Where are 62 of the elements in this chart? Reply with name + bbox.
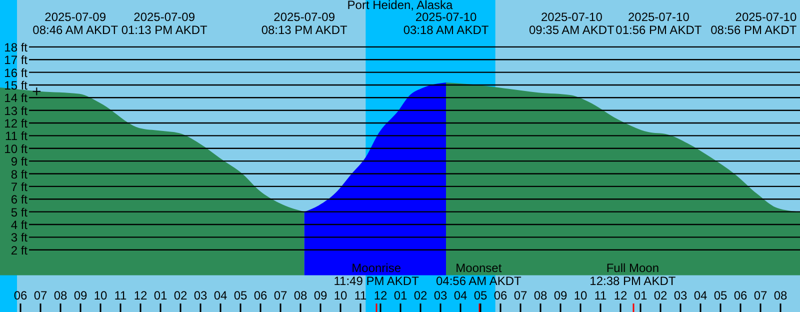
y-tick-label: 9 ft [10,154,28,169]
x-tick-label: 07 [514,288,528,302]
x-tick-label: 09 [74,288,88,302]
x-tick-label: 08 [294,288,308,302]
x-tick-label: 10 [574,288,588,302]
x-tick-label: 02 [414,288,428,302]
y-tick-label: 6 ft [10,192,28,207]
x-tick-label: 01 [394,288,408,302]
x-tick-label: 07 [274,288,288,302]
x2-tick-label: 2025-07-10 08:56 PM AKDT [710,10,798,37]
x-tick-label: 05 [234,288,248,302]
y-tick-label: 12 ft [4,116,28,131]
y-tick-label: 14 ft [4,91,28,106]
x-tick-label: 02 [654,288,668,302]
y-tick-label: 8 ft [10,167,28,182]
x-tick-label: 08 [534,288,548,302]
x2-tick-label: 2025-07-09 08:13 PM AKDT [261,10,348,37]
y-tick-label: 2 ft [10,243,28,258]
x-tick-label: 04 [694,288,708,302]
x-tick-label: 11 [114,288,128,302]
y-tick-label: 11 ft [5,129,28,144]
x2-tick-label: 2025-07-09 01:13 PM AKDT [121,10,208,37]
y-tick-label: 13 ft [4,104,28,118]
x-tick-label: 06 [734,288,748,302]
x-tick-label: 03 [674,288,688,302]
x-tick-label: 03 [194,288,208,302]
x-tick-label: 04 [454,288,468,302]
y-tick-label: 4 ft [10,218,28,232]
x-tick-label: 12 [374,288,388,302]
x-tick-label: 09 [314,288,328,302]
x2-tick-label: 2025-07-10 01:56 PM AKDT [616,10,702,37]
x-tick-label: 10 [334,288,348,302]
x-tick-label: 05 [474,288,488,302]
x-tick-label: 08 [54,288,68,302]
x-tick-label: 06 [254,288,268,302]
x-tick-label: 01 [634,288,648,302]
x-tick-label: 08 [774,288,788,302]
x-tick-label: 09 [554,288,568,302]
x-tick-label: 12 [614,288,628,302]
y-tick-label: 17 ft [4,53,28,68]
x-tick-label: 12 [134,288,148,302]
y-tick-label: 5 ft [10,205,28,220]
annotation: Full Moon 12:38 PM AKDT [590,261,676,288]
x2-tick-label: 2025-07-10 09:35 AM AKDT [528,10,616,37]
x-tick-label: 07 [34,288,48,302]
x-tick-label: 02 [174,288,188,302]
x-tick-label: 01 [154,288,168,302]
x-tick-label: 10 [94,288,108,302]
x-tick-label: 04 [214,288,228,302]
y-tick-label: 18 ft [4,40,28,54]
x2-tick-label: 2025-07-09 08:46 AM AKDT [32,10,119,37]
x-tick-label: 11 [594,288,608,302]
x2-tick-label: 2025-07-10 03:18 AM AKDT [403,10,490,37]
x-tick-label: 07 [754,288,768,302]
annotation: Moonrise 11:49 PM AKDT [334,261,420,288]
y-tick-label: 3 ft [10,230,28,245]
y-tick-label: 10 ft [4,142,28,156]
y-tick-label: 15 ft [4,78,28,92]
x-tick-label: 03 [434,288,448,302]
x-tick-label: 05 [714,288,728,302]
y-tick-label: 7 ft [10,180,28,194]
y-tick-label: 16 ft [4,66,28,80]
